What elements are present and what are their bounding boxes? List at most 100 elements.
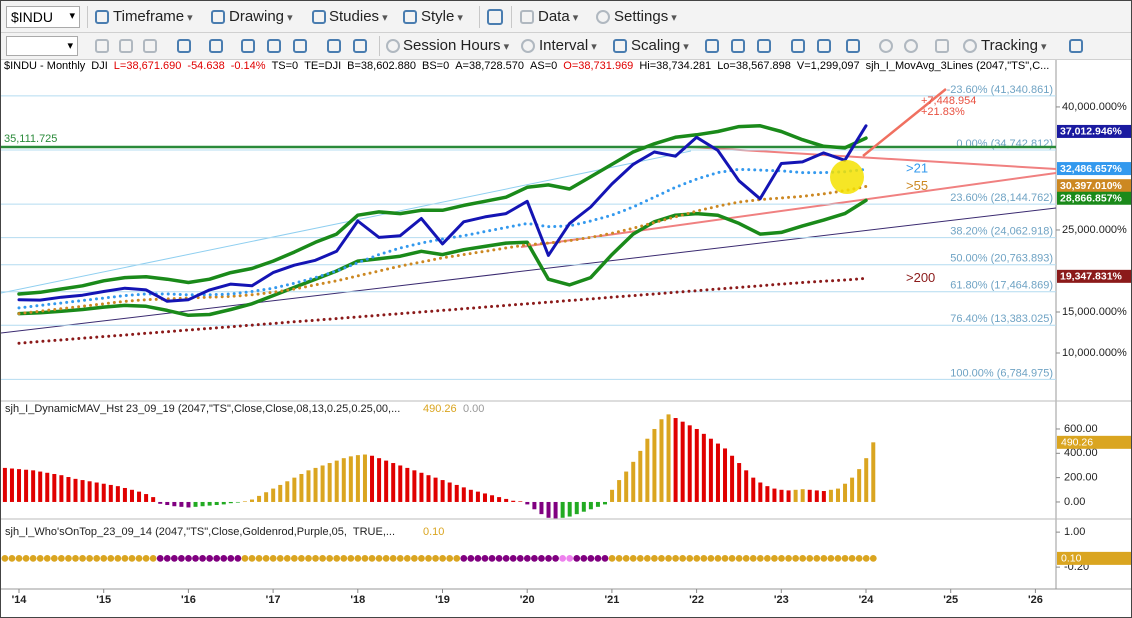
signal-dot	[128, 554, 136, 562]
header-field: Lo=38,567.898	[717, 60, 791, 72]
menu-button[interactable]: Settings	[614, 8, 677, 25]
signal-dot	[57, 554, 65, 562]
histogram-bar	[694, 428, 699, 502]
signal-dot	[248, 554, 256, 562]
signal-dot	[601, 554, 609, 562]
histogram-bar	[334, 460, 339, 502]
y-tick-label: 600.00	[1064, 423, 1098, 435]
menu-button[interactable]: Timeframe	[113, 8, 193, 25]
signal-dot	[559, 554, 567, 562]
value-tag	[1057, 435, 1131, 449]
menu-button[interactable]: Interval	[539, 37, 597, 54]
histogram-bar	[687, 425, 692, 502]
x-tick-label: '15	[96, 594, 111, 606]
signal-dot	[93, 554, 101, 562]
header-field: Hi=38,734.281	[639, 60, 712, 72]
histogram-bar	[151, 497, 156, 502]
value-tag	[1057, 551, 1131, 565]
histogram-bar	[624, 471, 629, 502]
signal-dot	[269, 554, 277, 562]
menu-button[interactable]: Data	[538, 8, 578, 25]
header-field: DJI	[91, 60, 108, 72]
signal-dot	[771, 554, 778, 562]
signal-dot	[29, 554, 37, 562]
histogram-bar	[553, 501, 558, 519]
histogram-bar	[66, 477, 71, 502]
arrow-line	[862, 88, 947, 157]
empty-dropdown[interactable]: ▾	[6, 36, 78, 56]
histogram-bar	[807, 489, 812, 502]
menu-button[interactable]: Drawing	[229, 8, 293, 25]
y-tick-label: 1.00	[1064, 526, 1085, 538]
histogram-bar	[405, 467, 410, 502]
signal-dot	[50, 554, 58, 562]
histogram-bar	[186, 501, 191, 508]
triangle-line	[520, 172, 1057, 248]
histogram-bar	[355, 455, 360, 502]
menu-button[interactable]: Session Hours	[403, 37, 509, 54]
signal-dot	[481, 554, 489, 562]
fib-label: -23.60% (41,340.861)	[947, 84, 1053, 96]
signal-dot	[834, 554, 842, 562]
level-label: 35,111.725	[4, 133, 57, 145]
histogram-bar	[532, 501, 537, 510]
histogram-bar	[398, 465, 403, 502]
histogram-bar	[341, 458, 346, 502]
histogram-bar	[595, 501, 600, 507]
menu-button[interactable]: Tracking	[981, 37, 1047, 54]
signal-dot	[714, 554, 722, 562]
histogram-bar	[24, 469, 29, 502]
symbol-box[interactable]: $INDU ▾	[6, 6, 80, 28]
histogram-bar	[17, 469, 22, 502]
menu-button[interactable]: Studies	[329, 8, 388, 25]
signal-dot	[121, 554, 129, 562]
value-tag-label: 19,347.831%	[1060, 271, 1123, 283]
signal-dot	[488, 554, 496, 562]
header-field: -0.14%	[230, 60, 266, 72]
histogram-bar	[800, 489, 805, 502]
signal-dot	[587, 554, 595, 562]
panel-title: sjh_I_DynamicMAV_Hst 23_09_19 (2047,"TS"…	[5, 403, 400, 415]
signal-dot	[199, 554, 206, 562]
histogram-bar	[108, 484, 113, 502]
signal-dot	[827, 554, 835, 562]
series-line	[17, 167, 868, 310]
histogram-bar	[546, 501, 551, 518]
x-tick-label: '14	[12, 594, 28, 606]
signal-dot	[467, 554, 475, 562]
signal-dot	[135, 554, 143, 562]
signal-dot	[862, 554, 870, 562]
histogram-bar	[588, 501, 593, 510]
histogram-bar	[744, 470, 749, 502]
histogram-bar	[115, 486, 120, 502]
histogram-bar	[73, 478, 78, 502]
signal-dot	[305, 554, 312, 562]
histogram-bar	[786, 490, 791, 502]
histogram-bar	[285, 481, 290, 502]
signal-dot	[728, 554, 736, 562]
signal-dot	[340, 554, 348, 562]
signal-dot	[79, 554, 86, 562]
signal-dot	[319, 554, 326, 562]
fib-label: 23.60% (28,144.762)	[950, 192, 1053, 204]
header-field: O=38,731.969	[563, 60, 634, 72]
histogram-bar	[412, 470, 417, 502]
signal-dot	[552, 554, 559, 562]
menu-button[interactable]: Style	[421, 8, 463, 25]
signal-dot	[785, 554, 792, 562]
menu-button[interactable]: Scaling	[631, 37, 689, 54]
signal-dot	[799, 554, 807, 562]
signal-dot	[192, 554, 199, 562]
value-tag	[1057, 269, 1131, 283]
signal-dot	[255, 554, 263, 562]
histogram-bar	[504, 498, 509, 502]
signal-dot	[792, 554, 800, 562]
signal-dot	[672, 554, 679, 562]
histogram-bar	[207, 501, 212, 506]
signal-dot	[375, 554, 383, 562]
histogram-bar	[122, 487, 127, 502]
histogram-bar	[680, 421, 685, 502]
histogram-bar	[38, 471, 43, 502]
header-field: -54.638	[187, 60, 225, 72]
